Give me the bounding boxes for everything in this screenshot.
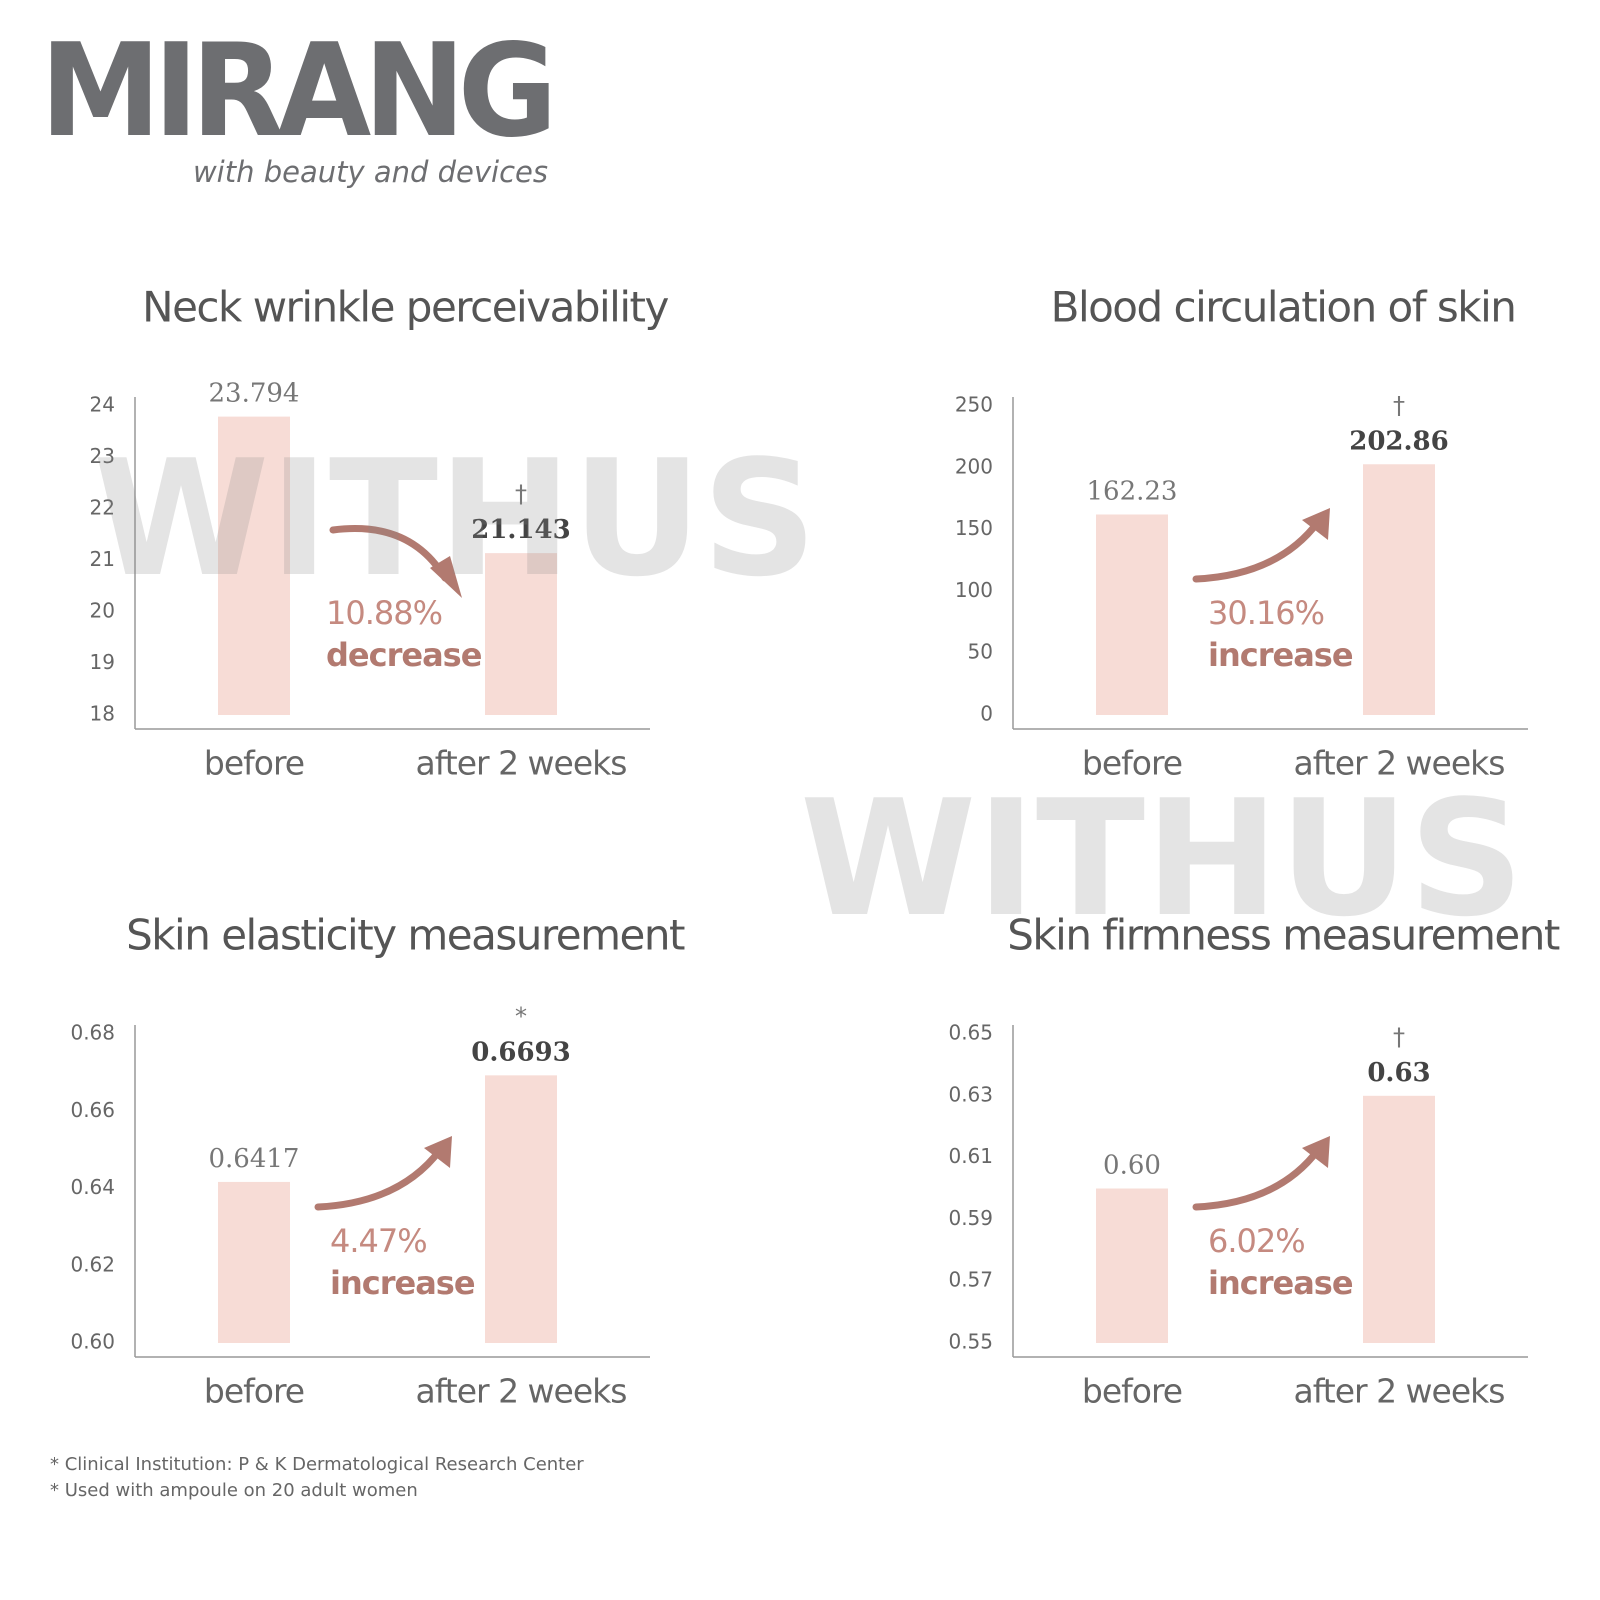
x-tick-label: after 2 weeks xyxy=(416,744,627,783)
y-tick-label: 20 xyxy=(90,599,115,623)
bar xyxy=(485,553,557,715)
value-label: 21.143 xyxy=(471,515,571,545)
value-label: 0.6693 xyxy=(471,1037,571,1067)
x-tick-label: before xyxy=(204,1372,304,1411)
value-label: 162.23 xyxy=(1087,476,1178,506)
y-tick-label: 0.62 xyxy=(70,1252,115,1276)
chart-panel: Skin elasticity measurement 0.60 0.62 0.64 0… xyxy=(70,911,686,1411)
y-tick-label: 250 xyxy=(955,393,993,417)
watermark: WITHUS xyxy=(800,765,1524,952)
change-arrow xyxy=(1192,1146,1322,1211)
logo: MIRANG xyxy=(40,17,550,166)
chart-panel: Neck wrinkle perceivability 18 19 20 21 22 23 2… xyxy=(90,283,670,783)
chart-panel: Skin firmness measurement 0.55 0.57 0.59 0.6… xyxy=(948,911,1561,1411)
y-tick-label: 23 xyxy=(90,444,115,468)
y-tick-label: 50 xyxy=(968,640,993,664)
x-tick-label: before xyxy=(1082,1372,1182,1411)
significance-marker: † xyxy=(515,480,527,508)
change-arrow xyxy=(314,1146,444,1211)
value-label: 0.60 xyxy=(1103,1151,1161,1181)
value-label: 202.86 xyxy=(1349,426,1449,456)
bar xyxy=(218,1181,290,1343)
x-tick-label: after 2 weeks xyxy=(1294,744,1505,783)
footnote: * Used with ampoule on 20 adult women xyxy=(50,1480,418,1501)
significance-marker: † xyxy=(1393,1023,1405,1051)
y-tick-label: 21 xyxy=(90,547,115,571)
chart-title: Blood circulation of skin xyxy=(1051,283,1516,332)
significance-marker: * xyxy=(515,1002,527,1030)
x-tick-label: before xyxy=(204,744,304,783)
change-value: 6.02% xyxy=(1208,1222,1305,1260)
change-direction: increase xyxy=(1208,636,1353,674)
x-tick-label: after 2 weeks xyxy=(1294,1372,1505,1411)
y-tick-label: 0.55 xyxy=(948,1330,993,1354)
chart-title: Neck wrinkle perceivability xyxy=(142,283,668,332)
chart-panel: Blood circulation of skin 0 50 100 150 200 250… xyxy=(955,283,1528,783)
arrow-head xyxy=(1302,1136,1330,1168)
y-tick-label: 18 xyxy=(90,702,115,726)
bar xyxy=(1363,464,1435,715)
bar xyxy=(485,1075,557,1343)
x-tick-label: after 2 weeks xyxy=(416,1372,627,1411)
y-tick-label: 0.63 xyxy=(948,1082,993,1106)
change-value: 10.88% xyxy=(326,594,442,632)
y-tick-label: 0.65 xyxy=(948,1021,993,1045)
bar xyxy=(218,416,290,715)
y-tick-label: 19 xyxy=(90,650,115,674)
value-label: 23.794 xyxy=(209,379,300,409)
value-label: 0.63 xyxy=(1367,1058,1430,1088)
y-tick-label: 0.66 xyxy=(70,1098,115,1122)
y-tick-label: 0.59 xyxy=(948,1206,993,1230)
change-direction: increase xyxy=(330,1264,475,1302)
watermark: WITHUS xyxy=(93,425,817,612)
chart-title: Skin firmness measurement xyxy=(1007,911,1560,960)
y-tick-label: 0.60 xyxy=(70,1330,115,1354)
y-tick-label: 150 xyxy=(955,516,993,540)
y-tick-label: 22 xyxy=(90,496,115,520)
arrow-head xyxy=(430,556,462,598)
bar xyxy=(1096,514,1168,715)
chart-title: Skin elasticity measurement xyxy=(126,911,685,960)
value-label: 0.6417 xyxy=(209,1144,300,1174)
arrow-head xyxy=(1302,508,1330,540)
logo-tagline: with beauty and devices xyxy=(193,155,548,189)
change-direction: increase xyxy=(1208,1264,1353,1302)
y-tick-label: 200 xyxy=(955,454,993,478)
arrow-head xyxy=(424,1136,452,1168)
x-tick-label: before xyxy=(1082,744,1182,783)
change-value: 4.47% xyxy=(330,1222,427,1260)
y-tick-label: 0.61 xyxy=(948,1144,993,1168)
change-value: 30.16% xyxy=(1208,594,1324,632)
bar xyxy=(1363,1095,1435,1343)
y-tick-label: 0 xyxy=(980,702,993,726)
change-direction: decrease xyxy=(326,636,482,674)
bar xyxy=(1096,1188,1168,1343)
y-tick-label: 0.68 xyxy=(70,1021,115,1045)
y-tick-label: 24 xyxy=(90,393,115,417)
y-tick-label: 100 xyxy=(955,578,993,602)
y-tick-label: 0.64 xyxy=(70,1175,115,1199)
significance-marker: † xyxy=(1393,391,1405,419)
footnote: * Clinical Institution: P & K Dermatolog… xyxy=(50,1454,584,1475)
change-arrow xyxy=(1192,518,1322,583)
y-tick-label: 0.57 xyxy=(948,1268,993,1292)
